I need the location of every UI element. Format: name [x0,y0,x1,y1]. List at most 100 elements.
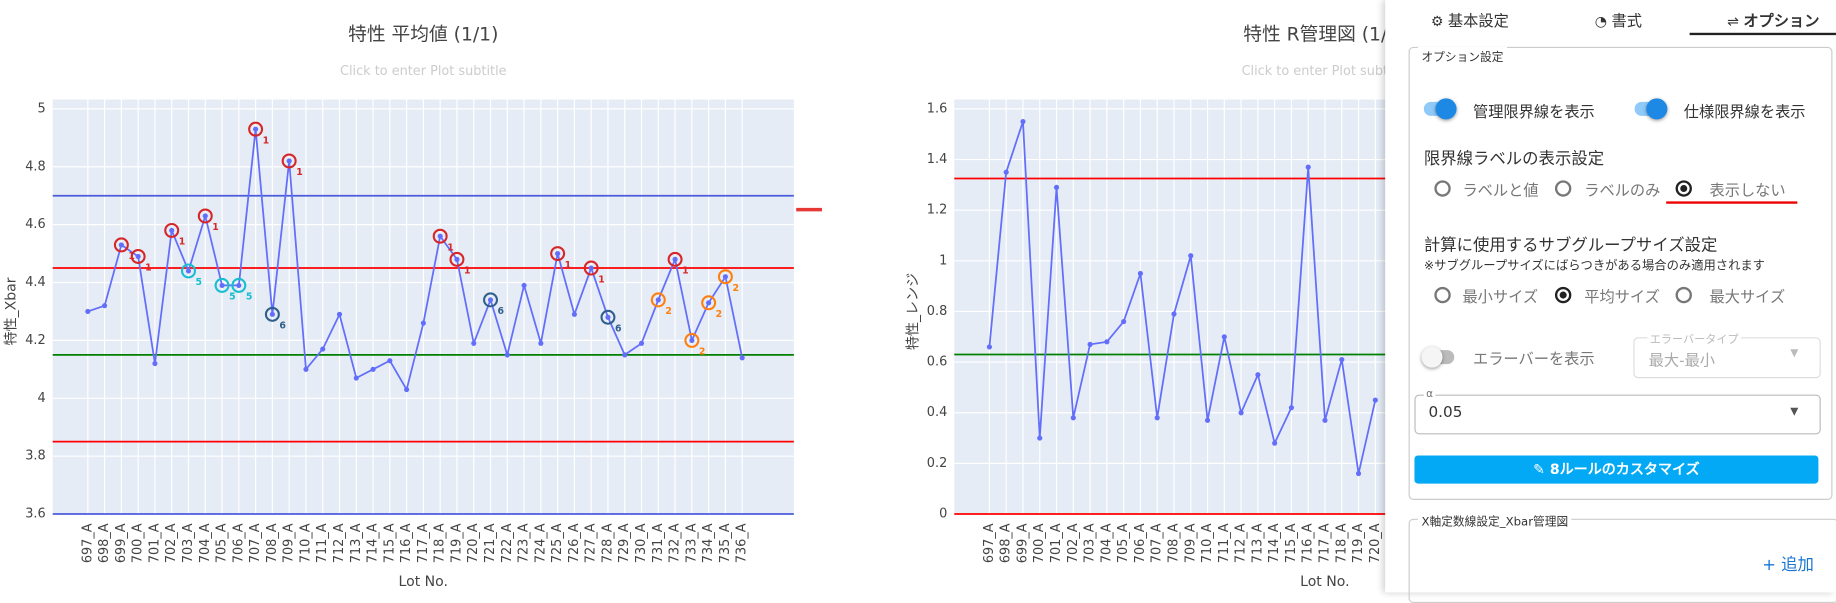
x-tick-label: 725_A [550,523,565,563]
select-label: α [1423,388,1436,401]
x-tick-label: 708_A [265,523,280,563]
y-tick-label: 0 [939,507,947,522]
y-tick-label: 0.6 [927,355,947,370]
radio[interactable] [1675,180,1692,197]
highlight-underline [1666,201,1798,204]
rule-marker [483,292,499,308]
x-tick-label: 706_A [1133,523,1148,563]
rule-label: 2 [732,283,739,294]
x-tick-label: 724_A [533,523,548,563]
x-tick-label: 712_A [1234,523,1249,563]
data-point [1104,339,1110,345]
x-tick-label: 701_A [147,523,162,563]
radio[interactable] [1434,286,1451,304]
data-point [1020,118,1026,125]
data-line [988,121,1377,474]
radio[interactable] [1554,286,1572,304]
rule-marker [449,251,465,267]
rule-marker [600,309,616,325]
tab-label: オプション [1743,12,1820,31]
x-tick-label: 735_A [718,523,733,563]
x-tick-label: 714_A [1267,523,1282,563]
data-point [471,340,477,346]
select[interactable] [1414,394,1821,435]
x-tick-label: 720_A [466,523,481,563]
toggle-label: エラーバーを表示 [1472,351,1595,369]
rule-marker [248,121,264,137]
x-tick-label: 697_A [80,523,95,563]
data-line [87,129,744,392]
toggle[interactable] [1634,98,1668,120]
data-point [353,375,359,381]
rule-marker [231,277,247,293]
rule-label: 6 [615,323,622,334]
fieldset [1408,46,1833,500]
x-tick-label: 710_A [1200,523,1215,563]
data-point [1070,415,1076,421]
toggle[interactable] [1421,346,1455,368]
data-point [1171,311,1177,317]
x-tick-label: 716_A [399,523,414,563]
x-tick-label: 711_A [315,523,330,563]
toggle[interactable] [1423,98,1457,120]
rule-marker [717,269,733,285]
y-tick-label: 0.8 [927,304,947,319]
x-tick-label: 717_A [1317,523,1332,563]
x-tick-label: 717_A [416,523,431,563]
button[interactable]: ✎ 8ルールのカスタマイズ [1414,455,1819,484]
rule-label: 1 [179,237,186,248]
radio[interactable] [1675,286,1692,304]
data-point [1288,405,1295,411]
rule-marker [684,332,700,348]
tab-label: 基本設定 [1447,12,1509,31]
add-button[interactable]: + 追加 [1762,556,1814,575]
select-value: 最大-最小 [1648,352,1716,371]
radio[interactable] [1434,180,1451,197]
data-point [1003,169,1009,175]
x-tick-label: 703_A [1083,523,1098,563]
x-tick-label: 703_A [181,523,196,563]
x-tick-label: 713_A [349,523,364,563]
data-point [1339,356,1345,363]
data-point [437,233,443,239]
data-point [986,344,992,350]
data-point [521,282,527,288]
data-point [202,213,208,219]
rule-marker [281,153,297,169]
x-tick-label: 714_A [366,523,381,563]
x-tick-label: 734_A [701,523,716,563]
x-tick-label: 698_A [97,523,112,563]
tab[interactable]: ⇌ オプション [1727,12,1820,31]
x-tick-label: 723_A [517,523,532,563]
rule-label: 5 [229,292,236,303]
data-point [1305,164,1311,170]
x-tick-label: 729_A [617,523,632,563]
y-tick-label: 0.2 [927,456,947,471]
data-point [85,308,91,315]
rule-label: 1 [464,266,471,277]
x-tick-label: 701_A [1049,523,1064,563]
radio-label: 表示しない [1709,182,1786,201]
radio[interactable] [1554,180,1572,197]
select-arrow: ▼ [1790,347,1799,360]
radio-label: ラベルのみ [1584,182,1661,201]
rule-marker [214,277,230,293]
rule-marker [164,222,180,238]
tab[interactable]: ◔ 書式 [1594,12,1642,31]
x-axis-label: Lot No. [1300,574,1349,590]
x-tick-label: 719_A [1351,523,1366,563]
x-tick-label: 727_A [584,523,599,563]
x-tick-label: 721_A [483,523,498,563]
x-tick-label: 713_A [1250,523,1265,563]
data-point [504,352,510,358]
tab[interactable]: ⚙ 基本設定 [1430,12,1509,31]
x-tick-label: 697_A [982,523,997,563]
rule-marker [130,248,146,264]
rule-marker [264,306,280,322]
y-tick-label: 3.8 [25,449,45,464]
data-point [555,251,561,257]
x-tick-label: 699_A [114,523,129,563]
x-axis-label: Lot No. [399,574,448,590]
